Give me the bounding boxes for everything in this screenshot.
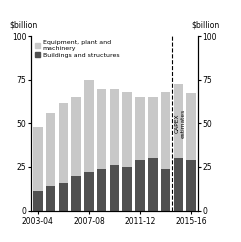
Bar <box>97 89 107 169</box>
Bar <box>33 127 42 191</box>
Bar <box>161 92 170 169</box>
Bar <box>174 158 183 211</box>
Legend: Equipment, plant and
machinery, Buildings and structures: Equipment, plant and machinery, Building… <box>34 39 120 58</box>
Bar <box>59 183 68 211</box>
Text: $billion: $billion <box>10 20 38 29</box>
Bar <box>71 176 81 211</box>
Bar <box>110 89 119 165</box>
Bar <box>187 93 196 160</box>
Bar <box>161 169 170 211</box>
Bar <box>135 97 145 160</box>
Bar <box>122 167 132 211</box>
Text: $billion: $billion <box>191 20 219 29</box>
Bar <box>59 103 68 183</box>
Bar <box>110 165 119 211</box>
Bar <box>33 191 42 211</box>
Bar <box>46 186 55 211</box>
Bar <box>46 113 55 186</box>
Bar <box>174 84 183 158</box>
Bar <box>148 97 158 158</box>
Bar <box>84 172 94 211</box>
Text: CAPEX
estimates: CAPEX estimates <box>174 109 185 138</box>
Bar <box>71 97 81 176</box>
Bar <box>148 158 158 211</box>
Bar <box>135 160 145 211</box>
Bar <box>84 80 94 172</box>
Bar <box>187 160 196 211</box>
Bar <box>122 92 132 167</box>
Bar <box>97 169 107 211</box>
